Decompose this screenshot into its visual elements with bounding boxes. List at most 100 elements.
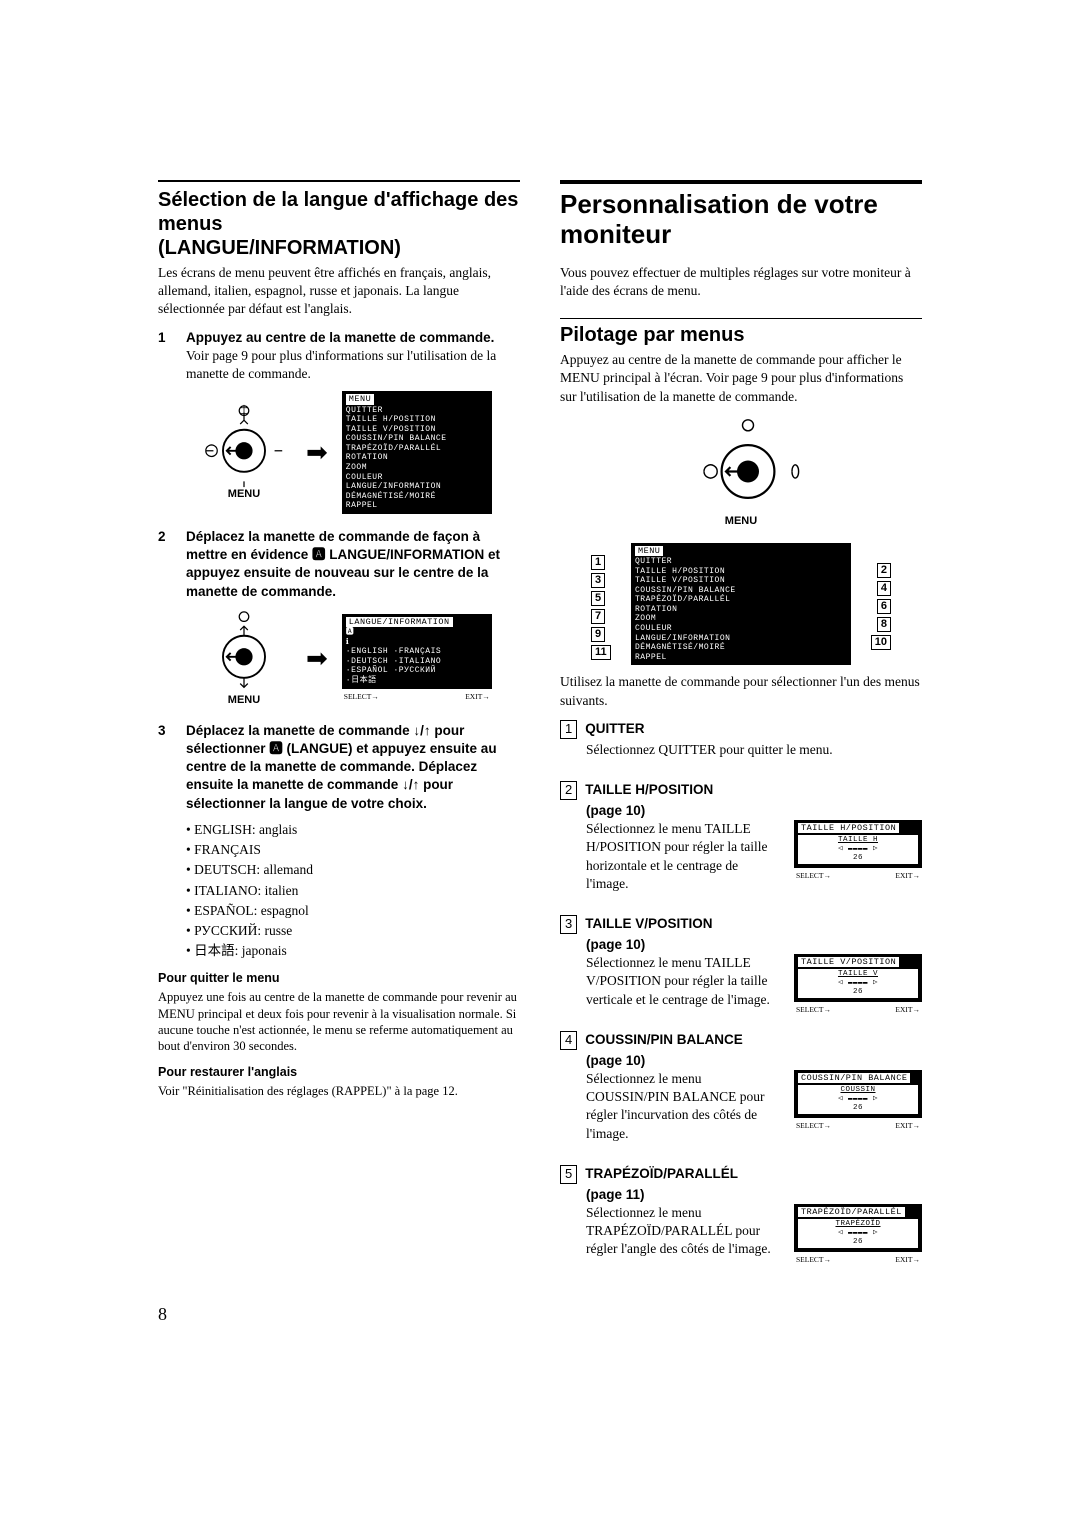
item-number: 3 — [560, 915, 577, 934]
menu-label: MENU — [196, 693, 292, 708]
menu-item: 4 COUSSIN/PIN BALANCE (page 10)Sélectionne… — [560, 1031, 922, 1153]
rule — [560, 318, 922, 319]
list-item: FRANÇAIS — [186, 841, 520, 859]
intro: Vous pouvez effectuer de multiples régla… — [560, 264, 922, 300]
item-title: TRAPÉZOÏD/PARALLÉL — [585, 1165, 738, 1183]
quit-heading: Pour quitter le menu — [158, 970, 520, 987]
item-page: (page 11) — [586, 1186, 922, 1204]
item-title: QUITTER — [585, 720, 644, 738]
menu-items-list: 1 QUITTER Sélectionnez QUITTER pour quitte… — [560, 720, 922, 1269]
control-dial-icon: MENU — [196, 609, 292, 708]
menu-item: 3 TAILLE V/POSITION (page 10)Sélectionnez … — [560, 915, 922, 1019]
step1-normal: Voir page 9 pour plus d'informations sur… — [186, 348, 496, 381]
arrow-right-icon: ➡ — [306, 435, 328, 470]
map-number: 10 — [871, 635, 891, 650]
page-number: 8 — [158, 1302, 922, 1326]
left-column: Sélection de la langue d'affichage des m… — [158, 180, 520, 1280]
step1-bold: Appuyez au centre de la manette de comma… — [186, 330, 494, 345]
osd-main-menu: MENU QUITTER TAILLE H/POSITION TAILLE V/… — [342, 391, 492, 514]
osd-main-menu: MENU QUITTER TAILLE H/POSITION TAILLE V/… — [631, 543, 851, 666]
quit-body: Appuyez une fois au centre de la manette… — [158, 989, 520, 1054]
map-number: 9 — [591, 627, 605, 642]
figure-step1: MENU ➡ MENU QUITTER TAILLE H/POSITION TA… — [196, 391, 520, 514]
osd-title: MENU — [635, 546, 663, 556]
step-number: 2 — [158, 528, 172, 601]
item-number: 1 — [560, 720, 577, 739]
pilotage-text: Appuyez au centre de la manette de comma… — [560, 351, 922, 406]
osd-footer: SELECT→ EXIT→ — [342, 691, 492, 703]
map-number: 11 — [591, 645, 611, 660]
item-page: (page 10) — [586, 802, 922, 820]
list-item: ITALIANO: italien — [186, 882, 520, 900]
osd-title: LANGUE/INFORMATION — [346, 617, 453, 627]
item-body: Sélectionnez QUITTER pour quitter le men… — [586, 741, 922, 759]
figure-dial: MENU — [560, 416, 922, 529]
heading-line2: (LANGUE/INFORMATION) — [158, 237, 401, 259]
item-number: 4 — [560, 1031, 577, 1050]
step-2: 2 Déplacez la manette de commande de faç… — [158, 528, 520, 601]
menu-item: 5 TRAPÉZOÏD/PARALLÉL (page 11)Sélectionnez… — [560, 1165, 922, 1269]
menu-label: MENU — [693, 514, 789, 529]
item-body: Sélectionnez le menu TRAPÉZOÏD/PARALLÉL … — [586, 1204, 782, 1259]
heading-line1: Sélection de la langue d'affichage des m… — [158, 189, 518, 235]
item-body: Sélectionnez le menu TAILLE V/POSITION p… — [586, 954, 782, 1009]
map-number: 4 — [877, 581, 891, 596]
item-page: (page 10) — [586, 936, 922, 954]
map-number: 1 — [591, 555, 605, 570]
list-item: РУССКИЙ: russe — [186, 922, 520, 940]
heading-pilotage: Pilotage par menus — [560, 323, 922, 347]
mini-osd: TAILLE V/POSITIONTAILLE V◁ ▬▬▬▬ ▷26SELEC… — [794, 954, 922, 1016]
menu-label: MENU — [196, 487, 292, 502]
map-caption: Utilisez la manette de commande pour sél… — [560, 673, 922, 709]
language-list: ENGLISH: anglais FRANÇAIS DEUTSCH: alleman… — [186, 821, 520, 961]
mini-osd: TAILLE H/POSITIONTAILLE H◁ ▬▬▬▬ ▷26SELEC… — [794, 820, 922, 882]
item-number: 5 — [560, 1165, 577, 1184]
map-number: 2 — [877, 563, 891, 578]
step-text: Déplacez la manette de commande de façon… — [186, 528, 520, 601]
osd-lang-items: ·ENGLISH ·FRANÇAIS ·DEUTSCH ·ITALIANO ·E… — [346, 647, 488, 685]
select-label: SELECT→ — [344, 692, 379, 702]
map-number: 7 — [591, 609, 605, 624]
item-body: Sélectionnez le menu COUSSIN/PIN BALANCE… — [586, 1070, 782, 1143]
arrow-right-icon: ➡ — [306, 641, 328, 676]
osd-title: MENU — [346, 394, 374, 404]
step-1: 1 Appuyez au centre de la manette de com… — [158, 329, 520, 384]
osd-items: QUITTER TAILLE H/POSITION TAILLE V/POSIT… — [635, 557, 847, 663]
menu-map-figure: MENU QUITTER TAILLE H/POSITION TAILLE V/… — [591, 543, 891, 666]
list-item: ESPAÑOL: espagnol — [186, 902, 520, 920]
map-number: 5 — [591, 591, 605, 606]
list-item: DEUTSCH: allemand — [186, 861, 520, 879]
item-title: TAILLE H/POSITION — [585, 781, 713, 799]
heading-langue: Sélection de la langue d'affichage des m… — [158, 188, 520, 260]
step-3: 3 Déplacez la manette de commande ↓/↑ po… — [158, 722, 520, 813]
osd-langue: LANGUE/INFORMATION 🅰 ℹ ·ENGLISH ·FRANÇAI… — [342, 614, 492, 703]
rule — [158, 180, 520, 182]
restore-heading: Pour restaurer l'anglais — [158, 1064, 520, 1081]
list-item: 日本語: japonais — [186, 942, 520, 960]
item-body: Sélectionnez le menu TAILLE H/POSITION p… — [586, 820, 782, 893]
rule — [560, 180, 922, 184]
step-text: Déplacez la manette de commande ↓/↑ pour… — [186, 722, 520, 813]
item-page: (page 10) — [586, 1052, 922, 1070]
step-text: Appuyez au centre de la manette de comma… — [186, 329, 520, 384]
right-column: Personnalisation de votre moniteur Vous … — [560, 180, 922, 1280]
figure-step2: MENU ➡ LANGUE/INFORMATION 🅰 ℹ ·ENGLISH ·… — [196, 609, 520, 708]
item-title: TAILLE V/POSITION — [585, 915, 712, 933]
menu-item: 2 TAILLE H/POSITION (page 10)Sélectionnez … — [560, 781, 922, 903]
map-number: 3 — [591, 573, 605, 588]
item-number: 2 — [560, 781, 577, 800]
osd-items: QUITTER TAILLE H/POSITION TAILLE V/POSIT… — [346, 406, 488, 512]
list-item: ENGLISH: anglais — [186, 821, 520, 839]
mini-osd: TRAPÉZOÏD/PARALLÉLTRAPÉZOÏD◁ ▬▬▬▬ ▷26SEL… — [794, 1204, 922, 1266]
exit-label: EXIT→ — [465, 692, 490, 702]
map-number: 6 — [877, 599, 891, 614]
item-title: COUSSIN/PIN BALANCE — [585, 1031, 743, 1049]
step-number: 1 — [158, 329, 172, 384]
restore-body: Voir "Réinitialisation des réglages (RAP… — [158, 1083, 520, 1099]
mini-osd: COUSSIN/PIN BALANCECOUSSIN◁ ▬▬▬▬ ▷26SELE… — [794, 1070, 922, 1132]
step-number: 3 — [158, 722, 172, 813]
intro-text: Les écrans de menu peuvent être affichés… — [158, 264, 520, 319]
map-number: 8 — [877, 617, 891, 632]
control-dial-icon: MENU — [693, 416, 789, 529]
menu-item: 1 QUITTER Sélectionnez QUITTER pour quitte… — [560, 720, 922, 769]
